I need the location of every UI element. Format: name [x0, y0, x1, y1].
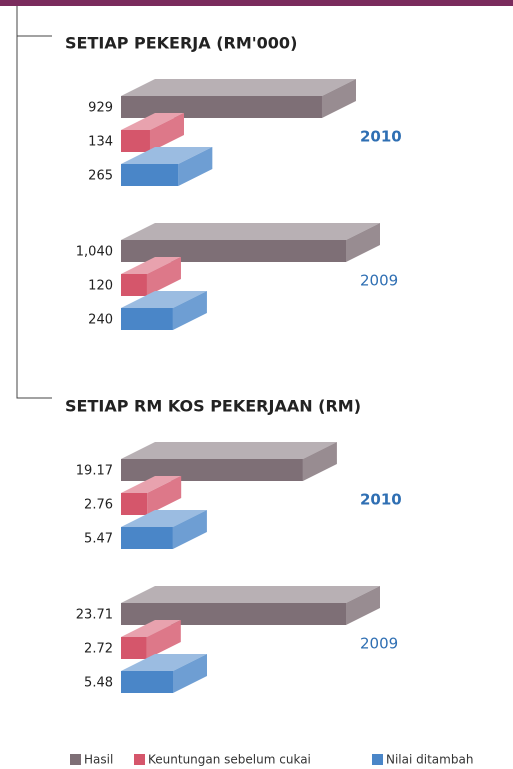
- bar-side: [146, 257, 181, 296]
- bar-front: [121, 96, 322, 118]
- bar-front: [121, 671, 174, 693]
- bar: [121, 291, 207, 330]
- legend-label: Hasil: [84, 753, 113, 767]
- bar-top: [121, 147, 213, 164]
- value-label: 929: [88, 101, 113, 116]
- bar-front: [121, 130, 150, 152]
- value-label: 5.48: [84, 676, 113, 691]
- bar-side: [172, 291, 207, 330]
- legend-label: Keuntungan sebelum cukai: [148, 753, 311, 767]
- bar-top: [121, 586, 380, 603]
- bar-side: [146, 620, 181, 659]
- bar-top: [121, 113, 184, 130]
- value-label: 134: [88, 135, 113, 150]
- legend-swatch: [372, 754, 383, 765]
- bar-side: [149, 113, 184, 152]
- bar: [121, 586, 380, 625]
- legend-swatch: [134, 754, 145, 765]
- year-label: 2010: [360, 128, 402, 146]
- bar: [121, 257, 181, 296]
- bar-side: [346, 586, 380, 625]
- bar-top: [121, 79, 356, 96]
- value-label: 240: [88, 313, 113, 328]
- bar-side: [321, 79, 356, 118]
- bar: [121, 476, 182, 515]
- value-label: 120: [88, 279, 113, 294]
- year-label: 2009: [360, 272, 398, 290]
- bar-front: [121, 274, 147, 296]
- bar-side: [173, 654, 208, 693]
- bar: [121, 113, 184, 152]
- bar-front: [121, 637, 147, 659]
- value-label: 1,040: [76, 245, 113, 260]
- value-label: 2.72: [84, 642, 113, 657]
- bar: [121, 442, 337, 481]
- bar-side: [302, 442, 337, 481]
- bar: [121, 79, 356, 118]
- bar-front: [121, 459, 303, 481]
- bar-side: [178, 147, 213, 186]
- chart-title: SETIAP PEKERJA (RM'000): [65, 34, 297, 53]
- bar-front: [121, 164, 179, 186]
- bar: [121, 620, 181, 659]
- value-label: 23.71: [76, 608, 113, 623]
- bar-front: [121, 527, 173, 549]
- bar: [121, 223, 380, 262]
- bar-top: [121, 476, 182, 493]
- year-label: 2010: [360, 491, 402, 509]
- bar-front: [121, 603, 346, 625]
- bar: [121, 147, 213, 186]
- bracket: [16, 6, 52, 399]
- bar: [121, 654, 208, 693]
- legend-swatch: [70, 754, 81, 765]
- value-label: 265: [88, 169, 113, 184]
- value-label: 2.76: [84, 498, 113, 513]
- bar-top: [121, 291, 207, 308]
- bar-front: [121, 493, 148, 515]
- bar: [121, 510, 207, 549]
- bar-front: [121, 308, 173, 330]
- bar-top: [121, 442, 337, 459]
- top-strip: [0, 0, 513, 6]
- bar-front: [121, 240, 346, 262]
- chart-title: SETIAP RM KOS PEKERJAAN (RM): [65, 397, 361, 416]
- legend-label: Nilai ditambah: [386, 753, 473, 767]
- bar-top: [121, 510, 207, 527]
- bar-top: [121, 257, 181, 274]
- bar-top: [121, 223, 380, 240]
- year-label: 2009: [360, 635, 398, 653]
- bar-top: [121, 654, 208, 671]
- bar-side: [147, 476, 182, 515]
- value-label: 5.47: [84, 532, 113, 547]
- value-label: 19.17: [76, 464, 113, 479]
- bar-top: [121, 620, 181, 637]
- bar-side: [346, 223, 380, 262]
- bar-side: [172, 510, 207, 549]
